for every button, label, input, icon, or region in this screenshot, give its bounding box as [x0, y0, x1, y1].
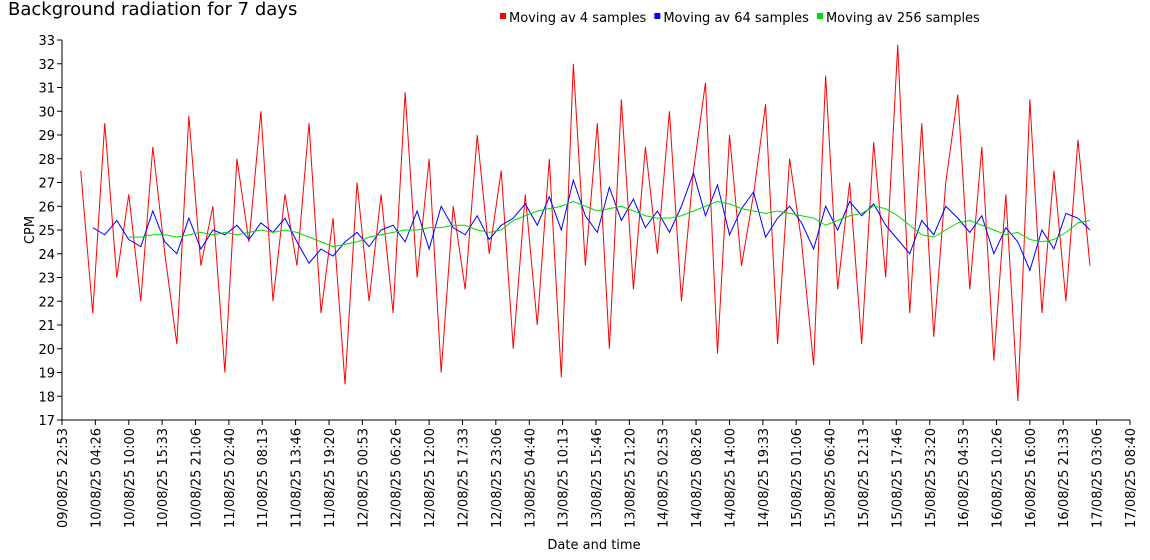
x-tick-label: 10/08/25 21:06 — [189, 428, 204, 528]
x-tick-label: 15/08/25 23:20 — [924, 428, 939, 528]
legend-label: Moving av 4 samples — [509, 11, 647, 26]
x-tick-label: 09/08/25 22:53 — [56, 428, 71, 528]
x-tick-label: 11/08/25 08:13 — [256, 428, 271, 528]
x-tick-label: 11/08/25 19:20 — [323, 428, 338, 528]
y-tick-label: 17 — [38, 414, 55, 429]
y-tick-label: 22 — [38, 295, 55, 310]
y-tick-label: 26 — [38, 200, 55, 215]
legend-swatch — [654, 13, 661, 19]
x-tick-label: 10/08/25 10:00 — [123, 428, 138, 528]
x-tick-label: 13/08/25 04:40 — [523, 428, 538, 528]
x-tick-label: 15/08/25 12:13 — [857, 428, 872, 528]
legend-label: Moving av 64 samples — [663, 11, 809, 26]
x-tick-label: 13/08/25 21:20 — [623, 428, 638, 528]
y-tick-label: 29 — [38, 129, 55, 144]
y-tick-label: 31 — [38, 82, 55, 97]
x-tick-label: 12/08/25 06:26 — [390, 428, 405, 528]
y-tick-label: 21 — [38, 319, 55, 334]
legend-swatch — [816, 13, 823, 19]
y-tick-label: 33 — [38, 34, 55, 49]
y-tick-label: 25 — [38, 224, 55, 239]
x-tick-label: 17/08/25 08:40 — [1124, 428, 1139, 528]
y-axis-label: CPM — [23, 216, 38, 244]
x-axis-label: Date and time — [547, 538, 640, 553]
y-tick-label: 32 — [38, 58, 55, 73]
x-tick-label: 10/08/25 15:33 — [156, 428, 171, 528]
x-tick-label: 16/08/25 16:00 — [1024, 428, 1039, 528]
x-tick-label: 14/08/25 02:53 — [657, 428, 672, 528]
legend-label: Moving av 256 samples — [826, 11, 980, 26]
y-tick-label: 19 — [38, 367, 55, 382]
series-line — [92, 171, 1091, 272]
chart-title: Background radiation for 7 days — [8, 0, 297, 20]
x-tick-label: 15/08/25 06:40 — [824, 428, 839, 528]
y-tick-label: 30 — [38, 105, 55, 120]
x-tick-label: 13/08/25 10:13 — [557, 428, 572, 528]
x-tick-label: 11/08/25 13:46 — [290, 428, 305, 528]
x-tick-label: 15/08/25 17:46 — [890, 428, 905, 528]
x-tick-label: 17/08/25 03:06 — [1091, 428, 1106, 528]
x-tick-label: 16/08/25 04:53 — [957, 428, 972, 528]
x-tick-label: 11/08/25 02:40 — [223, 428, 238, 528]
x-tick-label: 16/08/25 10:26 — [990, 428, 1005, 528]
x-tick-label: 12/08/25 12:00 — [423, 428, 438, 528]
x-tick-label: 14/08/25 08:26 — [690, 428, 705, 528]
x-tick-label: 12/08/25 00:53 — [356, 428, 371, 528]
x-tick-label: 14/08/25 14:00 — [724, 428, 739, 528]
series-line — [128, 200, 1091, 248]
y-tick-label: 18 — [38, 390, 55, 405]
x-tick-label: 16/08/25 21:33 — [1057, 428, 1072, 528]
series-line — [80, 44, 1091, 402]
x-tick-label: 14/08/25 19:33 — [757, 428, 772, 528]
y-tick-label: 24 — [38, 248, 55, 263]
y-tick-label: 23 — [38, 272, 55, 287]
x-tick-label: 15/08/25 01:06 — [790, 428, 805, 528]
y-tick-label: 27 — [38, 177, 55, 192]
y-tick-label: 28 — [38, 153, 55, 168]
x-tick-label: 12/08/25 17:33 — [456, 428, 471, 528]
legend-swatch — [500, 13, 506, 19]
x-tick-label: 10/08/25 04:26 — [89, 428, 104, 528]
y-tick-label: 20 — [38, 343, 55, 358]
x-tick-label: 12/08/25 23:06 — [490, 428, 505, 528]
x-tick-label: 13/08/25 15:46 — [590, 428, 605, 528]
